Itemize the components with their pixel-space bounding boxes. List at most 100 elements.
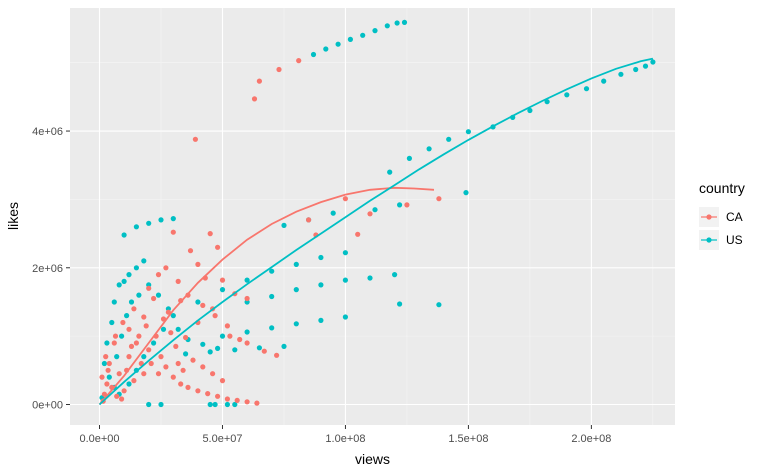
point-ca bbox=[143, 323, 149, 329]
point-ca bbox=[155, 371, 162, 377]
point-us bbox=[323, 46, 329, 52]
point-ca bbox=[190, 357, 196, 363]
point-us bbox=[367, 275, 373, 281]
point-us bbox=[650, 59, 656, 65]
point-us bbox=[633, 66, 639, 73]
point-ca bbox=[195, 388, 201, 394]
point-ca bbox=[175, 278, 181, 284]
point-us bbox=[126, 272, 132, 278]
point-us bbox=[183, 351, 189, 357]
point-us bbox=[160, 326, 167, 332]
point-us bbox=[146, 220, 152, 226]
point-ca bbox=[121, 388, 127, 394]
point-ca bbox=[367, 211, 373, 217]
point-ca bbox=[244, 295, 250, 302]
point-us bbox=[244, 277, 250, 283]
point-ca bbox=[215, 393, 221, 399]
point-us bbox=[207, 401, 213, 408]
point-us bbox=[372, 207, 378, 213]
x-tick-label: 1.0e+08 bbox=[325, 433, 365, 445]
point-us bbox=[158, 217, 164, 223]
point-ca bbox=[141, 314, 147, 320]
point-ca bbox=[106, 360, 112, 367]
point-ca bbox=[219, 277, 226, 283]
point-ca bbox=[168, 330, 174, 336]
point-ca bbox=[133, 340, 139, 346]
point-us bbox=[465, 129, 471, 135]
point-us bbox=[195, 299, 201, 305]
point-us bbox=[318, 317, 324, 323]
point-us bbox=[387, 169, 393, 175]
y-axis-title: likes bbox=[5, 202, 21, 230]
point-ca bbox=[101, 391, 107, 397]
point-ca bbox=[276, 66, 282, 73]
legend-title: country bbox=[699, 180, 745, 196]
point-ca bbox=[227, 333, 233, 339]
point-ca bbox=[254, 400, 260, 406]
legend: country CA US bbox=[699, 180, 745, 250]
point-us bbox=[119, 333, 125, 339]
point-us bbox=[281, 343, 287, 349]
point-ca bbox=[224, 396, 230, 402]
point-us bbox=[124, 313, 130, 319]
point-ca bbox=[131, 306, 137, 312]
point-us bbox=[544, 99, 550, 105]
point-ca bbox=[155, 272, 162, 278]
point-ca bbox=[163, 265, 169, 271]
trend-line-ca bbox=[98, 186, 435, 406]
point-us bbox=[151, 340, 157, 346]
point-us bbox=[109, 319, 115, 326]
axis-ticks bbox=[66, 130, 592, 429]
point-us bbox=[146, 401, 152, 408]
point-ca bbox=[165, 309, 171, 315]
point-us bbox=[136, 292, 142, 298]
point-ca bbox=[136, 333, 142, 339]
point-us bbox=[397, 202, 403, 208]
point-us bbox=[133, 265, 139, 271]
point-ca bbox=[219, 378, 226, 384]
point-ca bbox=[185, 384, 191, 390]
point-ca bbox=[119, 396, 125, 402]
point-us bbox=[293, 321, 299, 327]
point-us bbox=[141, 354, 147, 360]
point-ca bbox=[436, 196, 442, 202]
point-us bbox=[219, 333, 226, 339]
tick-labels: 0.0e+00 5.0e+07 1.0e+08 1.5e+08 2.0e+08 0e+00… bbox=[32, 126, 611, 445]
point-us bbox=[158, 401, 164, 408]
point-ca bbox=[126, 354, 132, 360]
point-us bbox=[310, 51, 317, 58]
point-us bbox=[401, 19, 408, 25]
point-us bbox=[318, 254, 324, 261]
point-ca bbox=[104, 381, 110, 387]
point-us bbox=[426, 146, 432, 152]
point-ca bbox=[195, 261, 201, 267]
point-ca bbox=[404, 202, 410, 208]
point-us bbox=[384, 23, 390, 29]
point-ca bbox=[261, 348, 267, 354]
point-us bbox=[330, 210, 336, 216]
point-ca bbox=[180, 367, 186, 373]
point-us bbox=[232, 347, 238, 353]
point-ca bbox=[141, 371, 147, 377]
point-us bbox=[101, 360, 107, 367]
point-ca bbox=[170, 229, 176, 235]
point-us bbox=[121, 232, 127, 238]
point-us bbox=[269, 293, 275, 300]
point-ca bbox=[146, 347, 152, 353]
point-us bbox=[269, 268, 275, 274]
point-ca bbox=[148, 360, 154, 367]
point-us bbox=[114, 354, 120, 360]
point-ca bbox=[355, 231, 361, 237]
point-ca bbox=[200, 364, 206, 370]
minor-gridlines bbox=[70, 8, 675, 425]
legend-dot-us bbox=[706, 237, 712, 243]
point-us bbox=[342, 250, 348, 256]
point-us bbox=[618, 71, 624, 77]
point-us bbox=[170, 313, 176, 319]
point-us bbox=[200, 341, 206, 347]
point-us bbox=[293, 261, 299, 267]
point-us bbox=[175, 326, 181, 332]
point-ca bbox=[342, 196, 348, 202]
point-ca bbox=[200, 302, 206, 308]
